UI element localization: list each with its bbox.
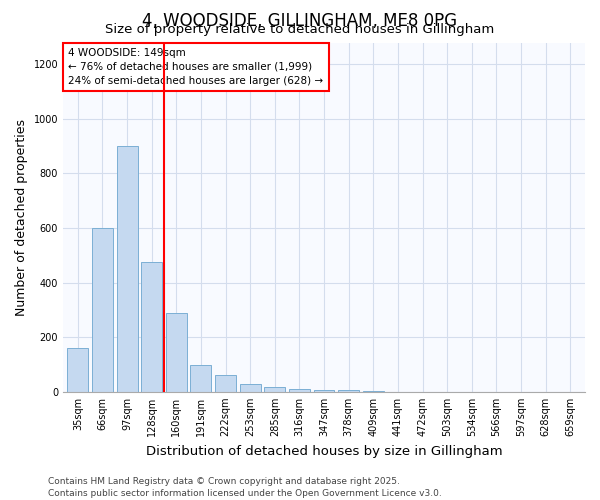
Bar — [215, 375, 236, 392]
Bar — [289, 389, 310, 392]
Bar — [265, 387, 285, 392]
Bar — [314, 390, 334, 392]
Bar — [239, 384, 260, 392]
Text: Contains HM Land Registry data © Crown copyright and database right 2025.
Contai: Contains HM Land Registry data © Crown c… — [48, 476, 442, 498]
Text: 4 WOODSIDE: 149sqm
← 76% of detached houses are smaller (1,999)
24% of semi-deta: 4 WOODSIDE: 149sqm ← 76% of detached hou… — [68, 48, 323, 86]
Bar — [116, 146, 137, 392]
Bar — [338, 390, 359, 392]
Text: 4, WOODSIDE, GILLINGHAM, ME8 0PG: 4, WOODSIDE, GILLINGHAM, ME8 0PG — [142, 12, 458, 30]
Bar — [190, 364, 211, 392]
X-axis label: Distribution of detached houses by size in Gillingham: Distribution of detached houses by size … — [146, 444, 502, 458]
Text: Size of property relative to detached houses in Gillingham: Size of property relative to detached ho… — [106, 22, 494, 36]
Y-axis label: Number of detached properties: Number of detached properties — [15, 118, 28, 316]
Bar — [67, 348, 88, 392]
Bar — [141, 262, 162, 392]
Bar — [92, 228, 113, 392]
Bar — [166, 312, 187, 392]
